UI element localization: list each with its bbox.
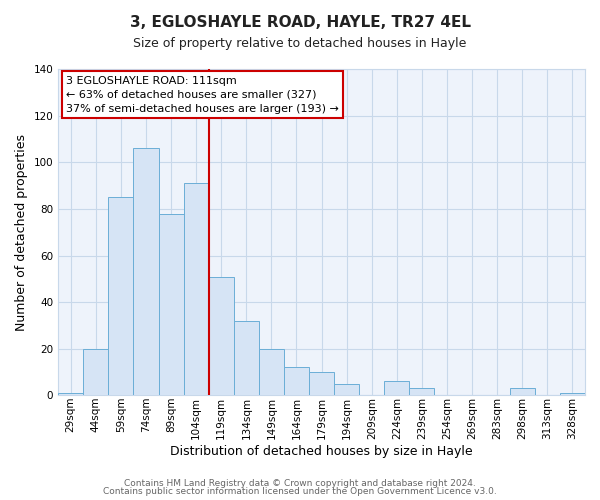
Bar bbox=[133, 148, 158, 396]
Text: 3, EGLOSHAYLE ROAD, HAYLE, TR27 4EL: 3, EGLOSHAYLE ROAD, HAYLE, TR27 4EL bbox=[130, 15, 470, 30]
Bar bbox=[284, 368, 309, 396]
Bar bbox=[560, 393, 585, 396]
Text: 3 EGLOSHAYLE ROAD: 111sqm
← 63% of detached houses are smaller (327)
37% of semi: 3 EGLOSHAYLE ROAD: 111sqm ← 63% of detac… bbox=[66, 76, 339, 114]
Bar bbox=[184, 184, 209, 396]
Bar bbox=[309, 372, 334, 396]
Bar bbox=[158, 214, 184, 396]
X-axis label: Distribution of detached houses by size in Hayle: Distribution of detached houses by size … bbox=[170, 444, 473, 458]
Text: Size of property relative to detached houses in Hayle: Size of property relative to detached ho… bbox=[133, 38, 467, 51]
Bar bbox=[83, 349, 109, 396]
Bar bbox=[109, 197, 133, 396]
Bar bbox=[259, 349, 284, 396]
Text: Contains HM Land Registry data © Crown copyright and database right 2024.: Contains HM Land Registry data © Crown c… bbox=[124, 478, 476, 488]
Y-axis label: Number of detached properties: Number of detached properties bbox=[15, 134, 28, 330]
Text: Contains public sector information licensed under the Open Government Licence v3: Contains public sector information licen… bbox=[103, 487, 497, 496]
Bar bbox=[510, 388, 535, 396]
Bar bbox=[58, 393, 83, 396]
Bar bbox=[409, 388, 434, 396]
Bar bbox=[385, 382, 409, 396]
Bar bbox=[209, 276, 234, 396]
Bar bbox=[334, 384, 359, 396]
Bar bbox=[234, 321, 259, 396]
